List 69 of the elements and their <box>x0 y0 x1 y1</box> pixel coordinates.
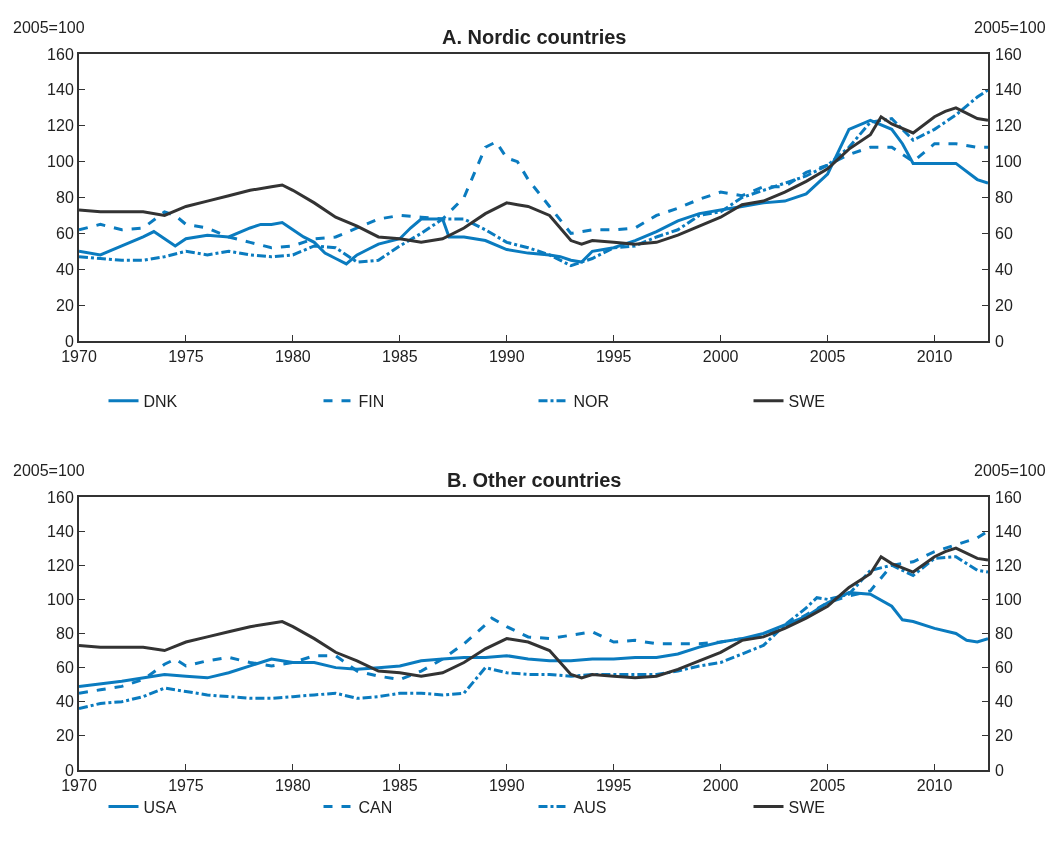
y-axis-title: 2005=100 <box>13 19 85 36</box>
chart-title: B. Other countries <box>447 469 622 491</box>
y-tick-label: 60 <box>56 659 74 677</box>
legend-label: SWE <box>788 392 825 410</box>
x-tick-label: 1995 <box>595 777 632 795</box>
y2-tick-label: 0 <box>995 761 1004 779</box>
y-tick-label: 140 <box>47 81 74 99</box>
y2-axis-title: 2005=100 <box>974 462 1046 479</box>
y2-tick-label: 40 <box>995 693 1013 711</box>
y-tick-label: 160 <box>47 488 74 506</box>
y2-tick-label: 160 <box>995 488 1022 506</box>
y2-tick-label: 100 <box>995 590 1022 608</box>
legend-label: CAN <box>358 798 393 816</box>
x-tick-label: 1990 <box>488 777 525 795</box>
x-tick-label: 1975 <box>168 777 204 795</box>
x-tick-label: 1980 <box>275 777 311 795</box>
legend-label: NOR <box>573 392 610 410</box>
x-tick-label: 1975 <box>168 348 204 366</box>
y-tick-label: 20 <box>56 727 74 745</box>
y-tick-label: 140 <box>47 522 74 540</box>
y2-tick-label: 0 <box>995 332 1004 350</box>
y-tick-label: 100 <box>47 153 74 171</box>
y-tick-label: 120 <box>47 117 74 135</box>
x-tick-label: 2010 <box>916 348 953 366</box>
y-tick-label: 100 <box>47 590 74 608</box>
y-tick-label: 80 <box>56 625 74 643</box>
y-tick-label: 40 <box>56 260 74 278</box>
y2-tick-label: 120 <box>995 556 1022 574</box>
y2-tick-label: 20 <box>995 727 1013 745</box>
y-tick-label: 0 <box>64 332 74 350</box>
legend-label: USA <box>143 798 177 816</box>
y2-tick-label: 160 <box>995 45 1022 63</box>
legend-label: FIN <box>358 392 385 410</box>
line-series <box>79 88 988 268</box>
y-tick-label: 160 <box>47 45 74 63</box>
legend-label: AUS <box>573 798 607 816</box>
y2-tick-label: 80 <box>995 189 1013 207</box>
y2-tick-label: 140 <box>995 81 1022 99</box>
y2-tick-label: 120 <box>995 117 1022 135</box>
x-tick-label: 1990 <box>488 348 525 366</box>
y-tick-label: 120 <box>47 556 74 574</box>
x-tick-label: 2005 <box>809 777 846 795</box>
y2-tick-label: 40 <box>995 260 1013 278</box>
x-tick-label: 1980 <box>275 348 311 366</box>
y2-tick-label: 60 <box>995 659 1013 677</box>
y2-tick-label: 60 <box>995 224 1013 242</box>
y-axis-title: 2005=100 <box>13 462 85 479</box>
y-tick-label: 80 <box>56 189 74 207</box>
x-tick-label: 1995 <box>595 348 632 366</box>
x-tick-label: 1970 <box>61 348 97 366</box>
x-tick-label: 2000 <box>702 777 739 795</box>
legend-label: SWE <box>788 798 825 816</box>
x-tick-label: 2000 <box>702 348 739 366</box>
y2-tick-label: 20 <box>995 296 1013 314</box>
y-tick-label: 40 <box>56 693 74 711</box>
x-tick-label: 2010 <box>916 777 953 795</box>
y2-tick-label: 80 <box>995 625 1013 643</box>
y-tick-label: 0 <box>64 761 74 779</box>
chart-title: A. Nordic countries <box>442 26 627 48</box>
legend-label: DNK <box>143 392 178 410</box>
x-tick-label: 1985 <box>382 348 418 366</box>
y2-tick-label: 140 <box>995 522 1022 540</box>
y-tick-label: 60 <box>56 224 74 242</box>
x-tick-label: 2005 <box>809 348 846 366</box>
x-tick-label: 1970 <box>61 777 97 795</box>
y2-axis-title: 2005=100 <box>974 19 1046 36</box>
y-tick-label: 20 <box>56 296 74 314</box>
x-tick-label: 1985 <box>382 777 418 795</box>
y2-tick-label: 100 <box>995 153 1022 171</box>
